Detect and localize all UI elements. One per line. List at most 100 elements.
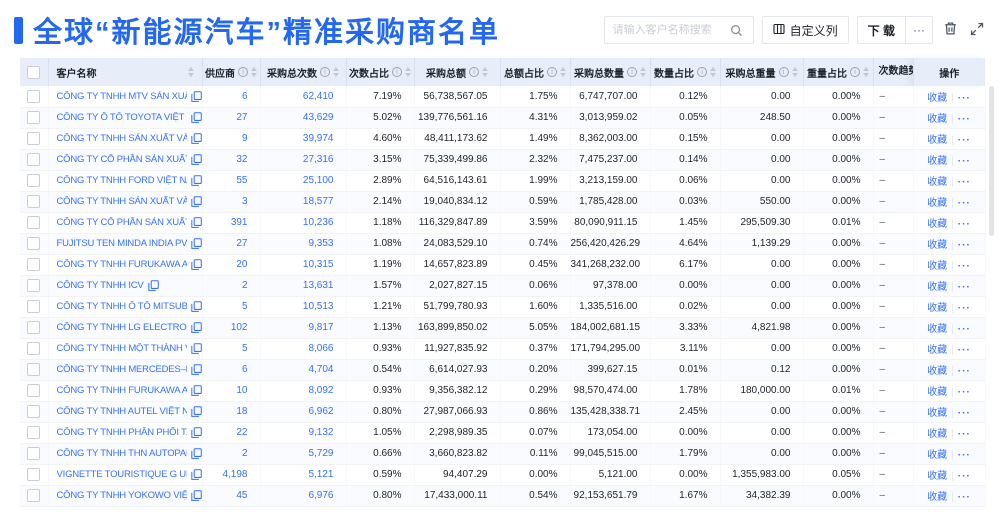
sort-icon[interactable]: [187, 67, 194, 77]
sort-icon[interactable]: [333, 67, 339, 77]
sort-icon[interactable]: [640, 67, 646, 77]
row-checkbox[interactable]: [27, 447, 41, 460]
customer-name-link[interactable]: CÔNG TY Ô TÔ TOYOTA VIỆT ...: [56, 112, 187, 123]
info-icon[interactable]: i: [627, 67, 637, 77]
favorite-action[interactable]: 收藏: [927, 135, 948, 146]
favorite-action[interactable]: 收藏: [927, 429, 948, 440]
favorite-action[interactable]: 收藏: [927, 366, 948, 377]
column-header-4[interactable]: 次数占比 i: [346, 58, 415, 86]
favorite-action[interactable]: 收藏: [927, 492, 948, 503]
row-more-action[interactable]: ···: [957, 114, 971, 125]
sort-icon[interactable]: [863, 67, 869, 77]
customer-name-link[interactable]: CÔNG TY TNHH THN AUTOPAR...: [56, 448, 187, 459]
customer-name-link[interactable]: CÔNG TY CỔ PHẦN SẢN XUẤT...: [56, 154, 187, 165]
customer-name-link[interactable]: CÔNG TY TNHH MỘT THÀNH V...: [56, 343, 187, 354]
copy-icon[interactable]: [190, 175, 202, 186]
column-header-6[interactable]: 总额占比 i: [500, 58, 571, 86]
favorite-action[interactable]: 收藏: [927, 219, 948, 230]
row-more-action[interactable]: ···: [957, 156, 971, 167]
search-icon[interactable]: [728, 22, 745, 39]
info-icon[interactable]: i: [392, 67, 402, 77]
row-checkbox[interactable]: [27, 153, 41, 166]
favorite-action[interactable]: 收藏: [927, 114, 948, 125]
row-more-action[interactable]: ···: [957, 492, 971, 503]
info-icon[interactable]: i: [850, 67, 860, 77]
row-more-action[interactable]: ···: [957, 366, 971, 377]
search-box[interactable]: [603, 16, 754, 44]
row-more-action[interactable]: ···: [957, 387, 971, 398]
column-header-2[interactable]: 供应商 i: [202, 58, 261, 86]
row-checkbox[interactable]: [27, 279, 41, 292]
favorite-action[interactable]: 收藏: [927, 92, 948, 104]
favorite-action[interactable]: 收藏: [927, 282, 948, 293]
info-icon[interactable]: i: [778, 67, 789, 77]
search-input[interactable]: [612, 24, 728, 36]
row-checkbox[interactable]: [27, 426, 41, 439]
row-more-action[interactable]: ···: [957, 219, 971, 230]
row-checkbox[interactable]: [27, 111, 41, 124]
customer-name-link[interactable]: CÔNG TY CỔ PHẦN SẢN XUẤT...: [56, 217, 187, 228]
copy-icon[interactable]: [190, 343, 202, 354]
favorite-action[interactable]: 收藏: [927, 345, 948, 356]
favorite-action[interactable]: 收藏: [927, 198, 948, 209]
customer-name-link[interactable]: CÔNG TY TNHH SẢN XUẤT VÀ ...: [56, 196, 187, 207]
sort-icon[interactable]: [560, 67, 566, 77]
row-more-action[interactable]: ···: [957, 282, 971, 293]
copy-icon[interactable]: [190, 112, 202, 123]
copy-icon[interactable]: [190, 469, 202, 480]
customer-name-link[interactable]: VIGNETTE TOURISTIQUE G UNI...: [56, 469, 187, 480]
info-icon[interactable]: i: [547, 67, 557, 77]
copy-icon[interactable]: [190, 490, 202, 501]
customize-columns-button[interactable]: 自定义列: [761, 16, 849, 44]
column-header-7[interactable]: 采购总数量 i: [570, 58, 651, 86]
customer-name-link[interactable]: CÔNG TY TNHH FURUKAWA A...: [56, 259, 187, 270]
download-button[interactable]: 下 载: [856, 16, 906, 44]
sort-icon[interactable]: [791, 67, 798, 77]
copy-icon[interactable]: [190, 427, 202, 438]
row-more-action[interactable]: ···: [957, 450, 971, 461]
row-checkbox[interactable]: [27, 363, 41, 376]
customer-name-link[interactable]: CÔNG TY TNHH LG ELECTRON...: [56, 322, 187, 333]
column-header-10[interactable]: 重量占比 i: [803, 58, 874, 86]
info-icon[interactable]: i: [320, 67, 330, 77]
favorite-action[interactable]: 收藏: [927, 450, 948, 461]
row-more-action[interactable]: ···: [957, 240, 971, 251]
row-more-action[interactable]: ···: [957, 135, 971, 146]
row-checkbox[interactable]: [27, 237, 41, 250]
favorite-action[interactable]: 收藏: [927, 156, 948, 167]
customer-name-link[interactable]: CÔNG TY TNHH FURUKAWA A...: [56, 385, 187, 396]
row-checkbox[interactable]: [27, 174, 41, 187]
sort-icon[interactable]: [482, 67, 488, 77]
select-all-checkbox[interactable]: [27, 65, 41, 79]
favorite-action[interactable]: 收藏: [927, 177, 948, 188]
customer-name-link[interactable]: CÔNG TY TNHH YOKOWO VIỆT...: [56, 490, 187, 501]
column-header-5[interactable]: 采购总额 i: [414, 58, 501, 86]
row-more-action[interactable]: ···: [957, 471, 971, 482]
column-header-8[interactable]: 数量占比 i: [650, 58, 721, 86]
fullscreen-button[interactable]: [968, 20, 986, 41]
column-header-9[interactable]: 采购总重量 i: [720, 58, 804, 86]
row-checkbox[interactable]: [27, 321, 41, 334]
row-more-action[interactable]: ···: [957, 198, 971, 209]
row-checkbox[interactable]: [27, 405, 41, 418]
customer-name-link[interactable]: CÔNG TY TNHH SẢN XUẤT VÀ ...: [56, 133, 187, 144]
row-more-action[interactable]: ···: [957, 345, 971, 356]
copy-icon[interactable]: [190, 301, 202, 312]
copy-icon[interactable]: [190, 322, 202, 333]
row-more-action[interactable]: ···: [957, 429, 971, 440]
row-checkbox[interactable]: [27, 489, 41, 502]
info-icon[interactable]: i: [238, 67, 248, 77]
row-more-action[interactable]: ···: [957, 177, 971, 188]
scrollbar-thumb[interactable]: [989, 86, 994, 236]
favorite-action[interactable]: 收藏: [927, 387, 948, 398]
customer-name-link[interactable]: CÔNG TY TNHH ICV: [56, 280, 144, 291]
favorite-action[interactable]: 收藏: [927, 303, 948, 314]
row-checkbox[interactable]: [27, 384, 41, 397]
info-icon[interactable]: i: [697, 67, 707, 77]
sort-icon[interactable]: [710, 67, 716, 77]
row-checkbox[interactable]: [27, 300, 41, 313]
copy-icon[interactable]: [190, 385, 202, 396]
copy-icon[interactable]: [190, 364, 202, 375]
customer-name-link[interactable]: CÔNG TY TNHH Ô TÔ MITSUBI...: [56, 301, 187, 312]
favorite-action[interactable]: 收藏: [927, 240, 948, 251]
